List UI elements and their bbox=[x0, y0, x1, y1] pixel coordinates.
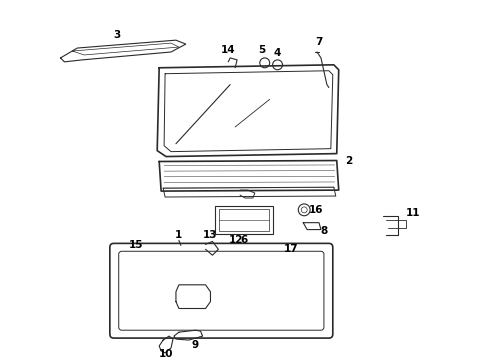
Text: 14: 14 bbox=[221, 45, 236, 55]
Text: 15: 15 bbox=[129, 240, 144, 250]
Text: 1: 1 bbox=[175, 230, 183, 240]
Text: 10: 10 bbox=[159, 349, 173, 359]
Text: 13: 13 bbox=[203, 230, 218, 240]
Text: 11: 11 bbox=[405, 208, 420, 218]
Text: 12: 12 bbox=[229, 235, 244, 246]
Text: 2: 2 bbox=[345, 156, 352, 166]
Text: 4: 4 bbox=[274, 48, 281, 58]
Text: 16: 16 bbox=[309, 205, 323, 215]
Bar bbox=[216, 206, 272, 234]
Bar bbox=[225, 246, 245, 258]
Bar bbox=[257, 244, 289, 260]
Text: 5: 5 bbox=[258, 45, 266, 55]
Text: 3: 3 bbox=[113, 30, 121, 40]
Bar bbox=[220, 209, 269, 230]
Bar bbox=[259, 246, 287, 258]
Text: 9: 9 bbox=[191, 340, 198, 350]
Text: 7: 7 bbox=[315, 37, 323, 47]
Text: 6: 6 bbox=[241, 235, 247, 246]
Text: 17: 17 bbox=[284, 244, 299, 254]
Text: 8: 8 bbox=[320, 226, 327, 235]
FancyBboxPatch shape bbox=[110, 243, 333, 338]
